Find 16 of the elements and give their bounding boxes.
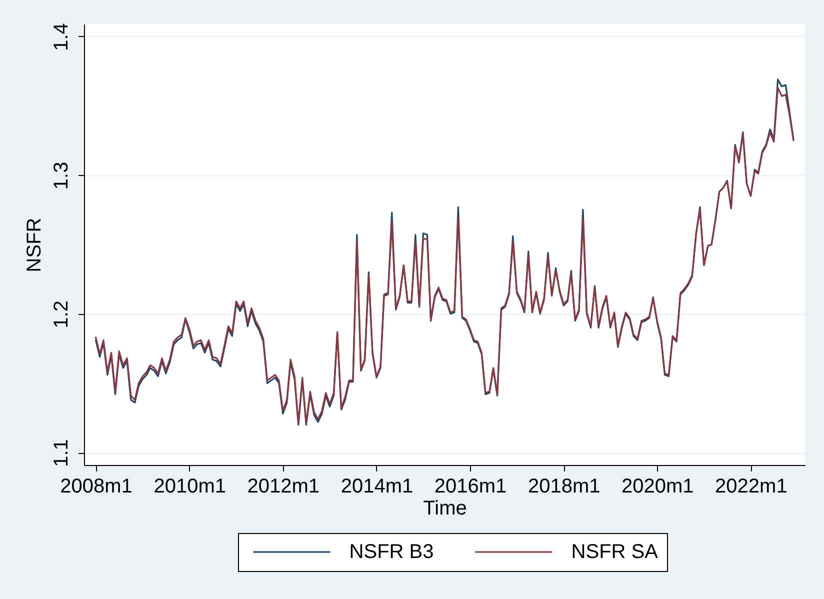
y-axis-title: NSFR <box>24 218 46 272</box>
y-tick-label: 1.3 <box>50 162 72 190</box>
legend-label: NSFR B3 <box>349 541 434 563</box>
y-tick-label: 1.4 <box>50 23 72 51</box>
x-tick-label: 2018m1 <box>528 476 600 498</box>
legend-label: NSFR SA <box>571 541 659 563</box>
y-tick-label: 1.1 <box>50 439 72 467</box>
x-tick-label: 2008m1 <box>60 476 132 498</box>
x-tick-label: 2014m1 <box>340 476 414 498</box>
x-tick-label: 2016m1 <box>434 476 507 498</box>
x-tick-label: 2010m1 <box>154 476 226 498</box>
x-axis-title: Time <box>423 498 467 520</box>
x-tick-label: 2022m1 <box>715 476 788 498</box>
x-tick-label: 2012m1 <box>247 476 320 498</box>
x-tick-label: 2020m1 <box>621 476 694 498</box>
y-tick-label: 1.2 <box>50 300 72 328</box>
